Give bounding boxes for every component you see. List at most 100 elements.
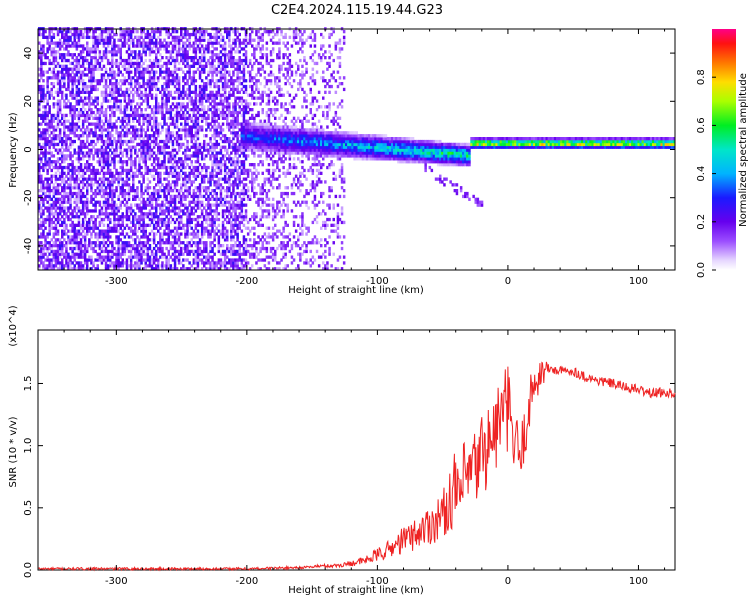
spectrogram-cell — [198, 47, 202, 51]
spectrogram-cell — [129, 148, 133, 152]
spectrogram-cell — [192, 258, 196, 262]
spectrogram-cell — [98, 110, 102, 115]
spectrogram-cell — [221, 82, 225, 86]
spectrogram-cell — [67, 183, 70, 187]
spectrogram-cell — [52, 113, 56, 118]
spectrogram-cell — [79, 197, 83, 201]
spectrogram-cell — [163, 61, 166, 66]
spectrogram-cell — [217, 244, 221, 248]
spectrogram-cell — [46, 186, 49, 190]
spectrogram-cell — [106, 200, 110, 204]
spectrogram-cell — [136, 194, 139, 199]
spectrogram-cell — [86, 110, 89, 115]
spectrogram-cell — [167, 131, 170, 135]
spectrogram-cell — [102, 183, 106, 187]
spectrogram-cell — [104, 128, 108, 132]
spectrogram-cell — [75, 177, 79, 181]
spectrogram-cell — [209, 157, 212, 161]
spectrogram-cell — [111, 35, 114, 39]
spectrogram-cell — [200, 174, 204, 178]
spectrogram-cell — [102, 235, 106, 239]
spectrogram-cell — [117, 194, 120, 199]
spectrogram-cell — [215, 191, 218, 196]
spectrogram-cell — [223, 134, 227, 138]
spectrogram-cell — [223, 194, 227, 199]
spectrogram-cell — [203, 189, 206, 193]
spectrogram-cell — [94, 203, 97, 207]
spectrogram-cell — [161, 70, 164, 74]
spectrogram-cell — [186, 87, 189, 92]
spectrogram-cell — [196, 241, 200, 245]
spectrogram-cell — [142, 212, 145, 216]
spectrogram-cell — [123, 96, 127, 100]
spectrogram-cell — [152, 79, 156, 83]
spectrogram-cell — [69, 246, 72, 251]
spectrogram-cell — [119, 35, 122, 39]
spectrogram-cell — [140, 84, 143, 89]
spectrogram-cell — [83, 56, 87, 60]
spectrogram-cell — [106, 93, 110, 97]
spectrogram-cell — [207, 151, 210, 155]
spectrogram-cell — [217, 102, 221, 106]
spectrogram-cell — [142, 246, 145, 251]
spectrogram-cell — [215, 186, 218, 190]
spectrogram-cell — [73, 30, 76, 34]
spectrogram-cell — [104, 246, 108, 251]
spectrogram-cell — [171, 197, 175, 201]
spectrogram-cell — [94, 235, 97, 239]
spectrogram-cell — [198, 41, 202, 45]
spectrogram-cell — [88, 122, 91, 126]
spectrogram-cell — [215, 102, 218, 106]
spectrogram-cell — [61, 232, 64, 236]
spectrogram-cell — [200, 165, 204, 170]
spectrogram-cell — [96, 102, 99, 106]
spectrogram-cell — [104, 134, 108, 138]
spectrogram-cell — [48, 128, 51, 132]
spectrogram-cell — [221, 186, 225, 190]
spectrogram-cell — [106, 249, 110, 254]
spectrogram-cell — [152, 194, 156, 199]
spectrogram-cell — [180, 105, 183, 109]
spectrogram-cell — [106, 194, 110, 199]
spectrogram-cell — [111, 264, 114, 268]
spectrogram-cell — [182, 128, 185, 132]
spectrogram-cell — [83, 128, 87, 132]
spectrogram-cell — [134, 145, 137, 149]
spectrogram-cell — [94, 79, 97, 83]
spectrogram-cell — [157, 134, 160, 138]
spectrogram-cell — [65, 244, 68, 248]
spectrogram-cell — [63, 160, 66, 164]
spectrogram-cell — [232, 168, 235, 173]
spectrogram-cell — [113, 212, 116, 216]
spectrogram-cell — [192, 44, 196, 48]
spectrogram-cell — [134, 171, 137, 175]
spectrogram-cell — [104, 38, 108, 42]
spectrogram-cell — [146, 32, 150, 37]
spectrogram-cell — [100, 139, 104, 144]
spectrogram-cell — [109, 113, 112, 118]
spectrogram-cell — [177, 249, 181, 254]
spectrogram-cell — [159, 160, 162, 164]
spectrogram-cell — [56, 79, 60, 83]
spectrogram-cell — [79, 209, 83, 213]
spectrogram-cell — [138, 73, 141, 77]
spectrogram-cell — [113, 163, 116, 167]
spectrogram-cell — [129, 131, 133, 135]
spectrogram-cell — [198, 113, 202, 118]
spectrogram-cell — [146, 252, 150, 256]
spectrogram-cell — [140, 215, 143, 219]
spectrogram-cell — [63, 125, 66, 129]
spectrogram-cell — [109, 191, 112, 196]
spectrogram-cell — [86, 113, 89, 118]
spectrogram-cell — [52, 58, 56, 63]
spectrogram-cell — [94, 67, 97, 71]
spectrogram-cell — [157, 241, 160, 245]
spectrogram-cell — [203, 96, 206, 100]
spectrogram-cell — [65, 134, 68, 138]
spectrogram-cell — [106, 183, 110, 187]
spectrogram-cell — [115, 32, 118, 37]
spectrogram-cell — [69, 261, 72, 265]
spectrogram-cell — [79, 180, 83, 184]
spectrogram-cell — [46, 70, 49, 74]
spectrogram-cell — [115, 203, 118, 207]
